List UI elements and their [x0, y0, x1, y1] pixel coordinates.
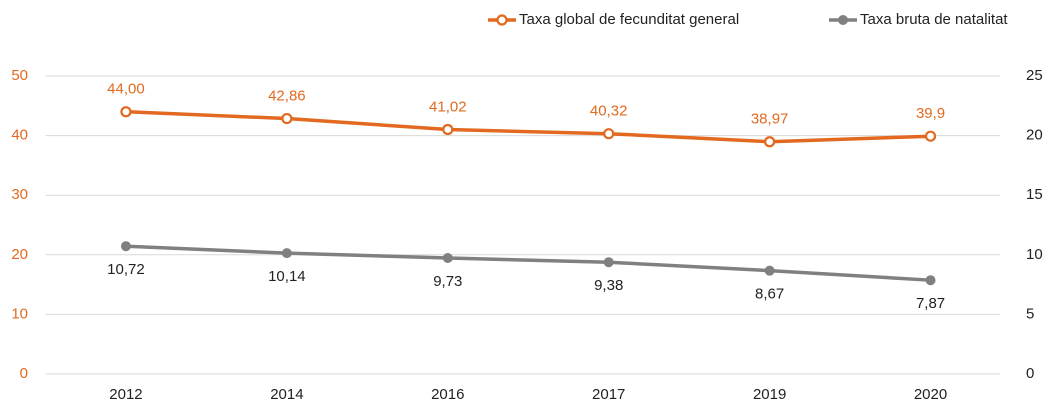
y-tick-label: 20: [11, 246, 28, 263]
y-tick-label: 30: [11, 186, 28, 203]
point: [924, 130, 937, 142]
point: [442, 123, 454, 136]
y-tick-label: 0: [20, 365, 28, 382]
point: [120, 106, 132, 118]
y2-tick-label: 15: [1026, 186, 1043, 203]
data-label: 9,38: [594, 277, 623, 294]
x-tick-label: 2019: [753, 386, 786, 403]
legend-marker: [496, 14, 508, 26]
point: [120, 241, 131, 252]
y2-tick-label: 10: [1026, 246, 1043, 263]
y-tick-label: 10: [11, 305, 28, 322]
data-label: 10,72: [107, 261, 145, 278]
point: [603, 257, 614, 268]
point: [764, 136, 776, 148]
point: [764, 265, 775, 276]
y2-tick-label: 25: [1026, 67, 1043, 84]
x-tick-label: 2014: [270, 386, 303, 403]
point: [281, 112, 293, 125]
x-tick-label: 2012: [109, 386, 142, 403]
data-label: 38,97: [751, 111, 789, 128]
point: [603, 128, 615, 140]
data-label: 44,00: [107, 81, 145, 98]
y-tick-label: 50: [11, 67, 28, 84]
data-label: 40,32: [590, 103, 628, 120]
x-tick-label: 2017: [592, 386, 625, 403]
point: [442, 253, 453, 264]
x-tick-label: 2016: [431, 386, 464, 403]
y2-tick-label: 0: [1026, 365, 1034, 382]
data-label: 39,9: [916, 105, 945, 122]
y2-tick-label: 5: [1026, 305, 1034, 322]
point: [281, 248, 292, 259]
data-label: 41,02: [429, 98, 467, 115]
data-label: 42,86: [268, 88, 306, 105]
x-tick-label: 2020: [914, 386, 947, 403]
series-line: [125, 110, 931, 144]
point: [925, 275, 936, 286]
legend-label: Taxa bruta de natalitat: [860, 11, 1008, 28]
data-label: 7,87: [916, 295, 945, 312]
data-label: 9,73: [433, 273, 462, 290]
series-line: [125, 244, 931, 282]
y-tick-label: 40: [11, 127, 28, 144]
data-label: 10,14: [268, 268, 306, 285]
legend-label: Taxa global de fecunditat general: [519, 11, 739, 28]
data-label: 8,67: [755, 286, 784, 303]
y2-tick-label: 20: [1026, 127, 1043, 144]
legend-marker: [838, 15, 848, 25]
